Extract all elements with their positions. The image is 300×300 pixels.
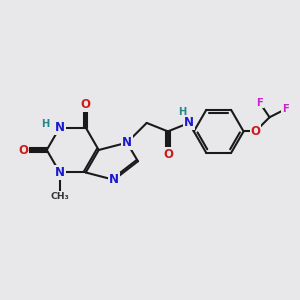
Text: F: F (282, 104, 288, 114)
Text: O: O (81, 98, 91, 111)
Text: N: N (55, 166, 65, 179)
Text: H: H (178, 106, 187, 117)
Text: N: N (184, 116, 194, 129)
Text: O: O (19, 143, 28, 157)
Text: H: H (41, 119, 49, 129)
Text: N: N (122, 136, 132, 149)
Text: F: F (256, 98, 263, 108)
Text: O: O (250, 125, 260, 138)
Text: CH₃: CH₃ (50, 192, 69, 201)
Text: N: N (109, 173, 119, 186)
Text: O: O (163, 148, 173, 161)
Text: N: N (55, 121, 65, 134)
